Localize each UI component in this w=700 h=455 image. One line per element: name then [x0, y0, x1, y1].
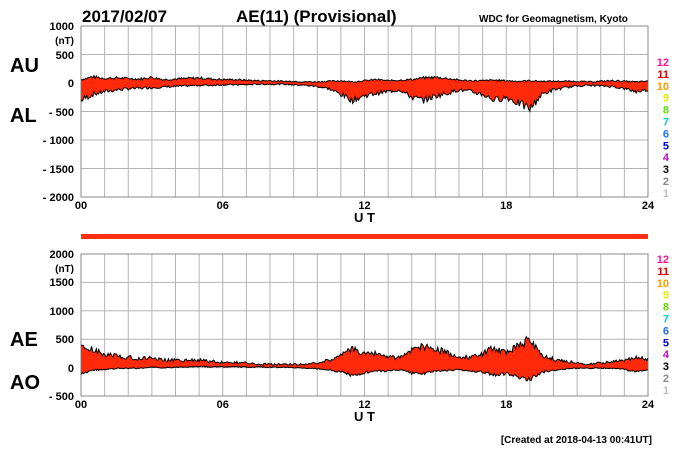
source-label: WDC for Geomagnetism, Kyoto	[479, 14, 628, 25]
top-ytick-minus1500: - 1500	[43, 164, 74, 176]
bottom-x-ticks: 00 06 12 18 24	[75, 399, 655, 411]
bottom-ytick-1000: 1000	[50, 306, 74, 318]
top-legend-station-10: 10	[657, 81, 669, 93]
bottom-legend-station-4: 4	[663, 349, 670, 361]
bottom-unit-label: (nT)	[55, 264, 74, 275]
top-legend-station-1: 1	[663, 188, 669, 200]
series-line-al	[80, 82, 649, 113]
plot-date: 2017/02/07	[82, 7, 167, 26]
bottom-y-ticks: 2000 (nT) 1500 1000 500 0 - 500	[49, 249, 74, 403]
top-y-ticks: 1000 (nT) 500 0 - 500 - 1000 - 1500 - 20…	[43, 21, 74, 204]
bottom-ytick-500: 500	[56, 334, 74, 346]
bottom-ytick-0: 0	[68, 363, 74, 375]
top-envelope-fill	[81, 75, 648, 112]
bottom-legend-station-7: 7	[663, 314, 669, 326]
bottom-legend-station-12: 12	[657, 254, 669, 266]
bottom-side-label-ao: AO	[10, 372, 40, 394]
top-ytick-minus2000: - 2000	[43, 192, 74, 204]
coverage-bar	[81, 234, 648, 239]
top-xtick-24: 24	[642, 200, 655, 212]
series-line-ae	[80, 335, 649, 366]
bottom-xtick-18: 18	[500, 399, 512, 411]
created-timestamp: [Created at 2018-04-13 00:41UT]	[501, 435, 652, 446]
bottom-data-area	[80, 335, 649, 382]
bottom-legend-station-11: 11	[657, 266, 669, 278]
top-x-ticks: 00 06 12 18 24	[75, 200, 655, 212]
top-ytick-minus500: - 500	[49, 107, 74, 119]
bottom-grid	[81, 254, 648, 396]
bottom-xtick-06: 06	[217, 399, 229, 411]
bottom-ytick-minus500: - 500	[49, 391, 74, 403]
top-xtick-12: 12	[358, 200, 370, 212]
top-unit-label: (nT)	[55, 36, 74, 47]
top-data-area	[80, 74, 649, 113]
bottom-legend-station-6: 6	[663, 325, 669, 337]
top-legend-station-2: 2	[663, 176, 669, 188]
bottom-xtick-12: 12	[358, 399, 370, 411]
bottom-xtick-24: 24	[642, 399, 655, 411]
series-line-ao	[80, 365, 649, 382]
series-line-au	[80, 74, 649, 83]
bottom-side-label-ae: AE	[10, 329, 38, 351]
bottom-ytick-2000: 2000	[50, 249, 74, 261]
plot-title: AE(11) (Provisional)	[236, 7, 397, 26]
top-xtick-00: 00	[75, 200, 87, 212]
top-legend-station-7: 7	[663, 117, 669, 129]
top-ytick-0: 0	[68, 78, 74, 90]
top-xtick-18: 18	[500, 200, 512, 212]
bottom-ytick-1500: 1500	[50, 277, 74, 289]
top-side-label-al: AL	[10, 105, 37, 127]
top-ytick-minus1000: - 1000	[43, 135, 74, 147]
bottom-xtick-00: 00	[75, 399, 87, 411]
top-legend-station-8: 8	[663, 105, 669, 117]
top-frame	[80, 25, 649, 198]
bottom-frame	[80, 253, 649, 397]
top-grid	[81, 26, 648, 197]
top-legend-station-5: 5	[663, 140, 669, 152]
top-legend-station-3: 3	[663, 164, 669, 176]
bottom-legend-station-1: 1	[663, 385, 669, 397]
top-legend-station-12: 12	[657, 57, 669, 69]
top-side-label-au: AU	[10, 55, 39, 77]
bottom-envelope-fill	[81, 336, 648, 381]
bottom-legend-station-3: 3	[663, 361, 669, 373]
bottom-legend-station-2: 2	[663, 373, 669, 385]
top-legend-station-4: 4	[663, 152, 670, 164]
bottom-legend-station-8: 8	[663, 302, 669, 314]
top-xtick-06: 06	[217, 200, 229, 212]
top-legend-station-9: 9	[663, 93, 669, 105]
bottom-legend-station-10: 10	[657, 278, 669, 290]
bottom-legend-station-9: 9	[663, 290, 669, 302]
top-legend-station-6: 6	[663, 128, 669, 140]
top-ytick-1000: 1000	[50, 21, 74, 33]
bottom-legend-station-5: 5	[663, 337, 669, 349]
top-x-axis-label: U T	[354, 210, 375, 225]
bottom-x-axis-label: U T	[354, 409, 375, 424]
top-legend-station-11: 11	[657, 69, 669, 81]
top-ytick-500: 500	[56, 50, 74, 62]
